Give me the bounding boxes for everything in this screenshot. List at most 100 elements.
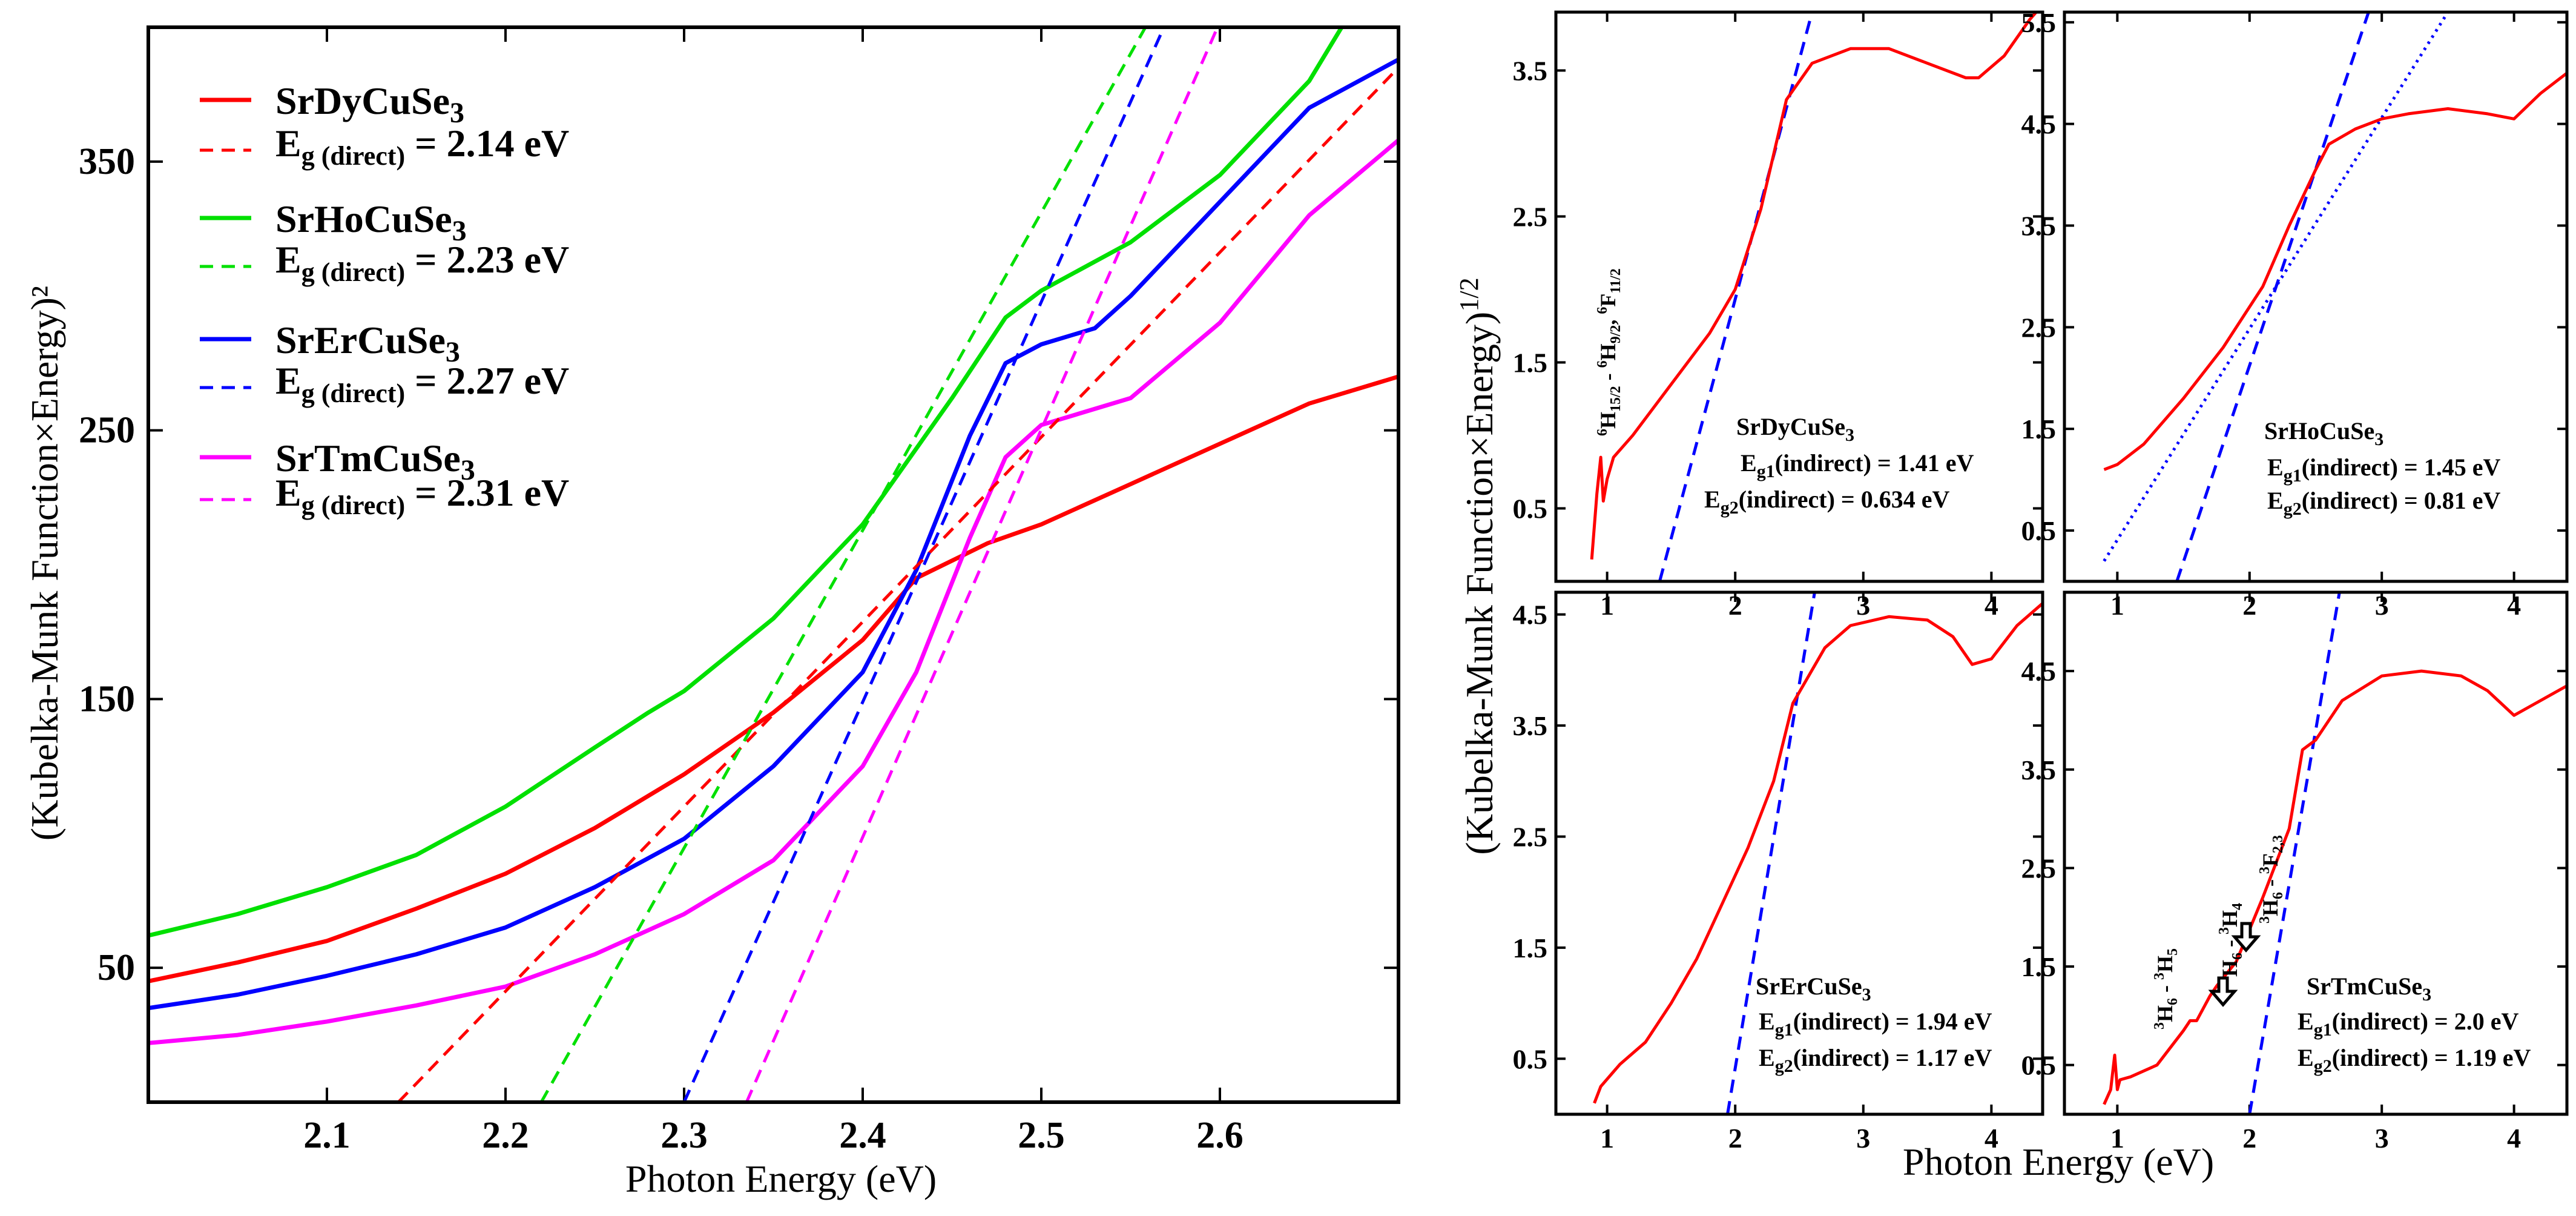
fit-line-0	[1658, 12, 1814, 581]
panel-b-eg1: Eg1(indirect) = 1.45 eV	[2267, 454, 2500, 486]
y-tick-label: 50	[97, 947, 135, 988]
x-tick-label: 2.4	[839, 1115, 886, 1156]
x-tick-label: 2.1	[303, 1115, 351, 1156]
main-chart: 2.1 2.2 2.3 2.4 2.5 2.6 50 150 250 350 (Kubelka-M…	[23, 25, 1400, 1200]
arrow-down-icon	[2231, 922, 2261, 953]
x-tick-label: 1	[2110, 1123, 2124, 1154]
main-plot-frame	[147, 25, 1400, 1104]
panel-c-eg1: Eg1(indirect) = 1.94 eV	[1759, 1008, 1992, 1040]
legend-label-ho: SrHoCuSe3	[275, 197, 467, 247]
legend-entry-tm: SrTmCuSe3 Eg (direct) = 2.31 eV	[200, 437, 569, 520]
panel-srhocuse3: 1 2 3 4 0.5 1.5 2.5 3.5 4.5 5.5 SrHoCuSe3 Eg1(ind…	[2021, 7, 2569, 621]
y-tick-label: 4.5	[1513, 600, 1548, 630]
x-tick-label: 2	[1728, 590, 1742, 621]
panel-a-eg2: Eg2(indirect) = 0.634 eV	[1704, 486, 1949, 518]
absorption-curve	[1593, 602, 2044, 1104]
x-tick-label: 2	[2242, 1123, 2256, 1154]
y-tick-label: 250	[79, 410, 135, 451]
panel-b-frame	[2063, 10, 2569, 583]
series-line-3	[148, 138, 1398, 1045]
x-tick-label: 2.2	[482, 1115, 529, 1156]
panel-srercuse3: 1 2 3 4 0.5 1.5 2.5 3.5 4.5 SrErCuSe3 Eg1(indire…	[1513, 590, 2044, 1154]
y-tick-label: 4.5	[2021, 656, 2057, 687]
panel-b-curves	[2103, 12, 2567, 581]
absorption-curve	[2103, 669, 2567, 1105]
series-line-1	[148, 27, 1345, 938]
y-tick-label: 150	[79, 678, 135, 719]
panel-d-eg1: Eg1(indirect) = 2.0 eV	[2298, 1008, 2518, 1040]
fit-line-0	[1726, 592, 1816, 1114]
y-tick-label: 2.5	[1513, 821, 1548, 852]
y-tick-label: 3.5	[2021, 755, 2057, 785]
legend-entry-er: SrErCuSe3 Eg (direct) = 2.27 eV	[200, 319, 569, 408]
fit-line-0	[2175, 12, 2370, 581]
x-tick-label: 4	[1985, 1123, 1998, 1154]
legend-entry-ho: SrHoCuSe3 Eg (direct) = 2.23 eV	[200, 197, 569, 287]
x-tick-label: 4	[2507, 590, 2521, 621]
x-tick-label: 2	[1728, 1123, 1742, 1154]
panel-d-compound: SrTmCuSe3	[2307, 973, 2431, 1005]
y-tick-label: 350	[79, 141, 135, 182]
arrow-down-icon	[2208, 976, 2238, 1007]
main-ticks: 2.1 2.2 2.3 2.4 2.5 2.6 50 150 250 350	[79, 27, 1398, 1156]
series-line-5	[539, 27, 1147, 1102]
y-tick-label: 0.5	[2021, 515, 2057, 546]
legend-eg-er: Eg (direct) = 2.27 eV	[275, 359, 569, 408]
x-tick-label: 2	[2242, 590, 2256, 621]
legend-label-tm: SrTmCuSe3	[275, 437, 475, 486]
series-line-6	[682, 27, 1166, 1102]
absorption-curve	[2103, 71, 2567, 471]
panel-c-curves	[1593, 592, 2044, 1114]
y-tick-label: 1.5	[2021, 951, 2057, 982]
panel-d-curves	[2103, 592, 2567, 1114]
fit-line-0	[2248, 592, 2341, 1114]
panel-c-compound: SrErCuSe3	[1756, 973, 1871, 1005]
series-line-7	[745, 27, 1219, 1102]
y-tick-label: 1.5	[2021, 414, 2057, 444]
x-tick-label: 2.3	[660, 1115, 708, 1156]
right-ylabel: (Kubelka-Munk Function×Energy)1/2	[1454, 277, 1501, 854]
x-tick-label: 2.5	[1018, 1115, 1065, 1156]
legend-label-er: SrErCuSe3	[275, 319, 460, 368]
y-tick-label: 2.5	[2021, 312, 2057, 343]
panel-a-compound: SrDyCuSe3	[1736, 413, 1854, 445]
x-tick-label: 3	[2375, 590, 2389, 621]
panel-d-eg2: Eg2(indirect) = 1.19 eV	[2298, 1044, 2531, 1076]
legend-entry-dy: SrDyCuSe3 Eg (direct) = 2.14 eV	[200, 79, 569, 171]
main-xlabel: Photon Energy (eV)	[625, 1157, 937, 1200]
panel-a-frame	[1554, 10, 2044, 583]
x-tick-label: 2.6	[1196, 1115, 1244, 1156]
legend-eg-tm: Eg (direct) = 2.31 eV	[275, 471, 569, 520]
y-tick-label: 3.5	[1513, 55, 1548, 86]
y-tick-label: 1.5	[1513, 933, 1548, 963]
series-line-2	[148, 58, 1398, 1011]
y-tick-label: 0.5	[1513, 493, 1548, 524]
main-series	[148, 27, 1398, 1102]
y-tick-label: 5.5	[2021, 7, 2057, 38]
x-tick-label: 1	[2110, 590, 2124, 621]
main-ylabel: (Kubelka-Munk Function×Energy)²	[23, 286, 66, 841]
main-legend: SrDyCuSe3 Eg (direct) = 2.14 eV SrHoCuSe…	[200, 79, 569, 520]
panel-d-ticks: 1 2 3 4 0.5 1.5 2.5 3.5 4.5	[2021, 592, 2567, 1154]
y-tick-label: 0.5	[2021, 1050, 2057, 1081]
fit-line-1	[2103, 12, 2449, 562]
legend-label-dy: SrDyCuSe3	[275, 79, 464, 129]
panel-c-eg2: Eg2(indirect) = 1.17 eV	[1759, 1044, 1992, 1076]
panel-d-transition-1: 3H6 - 3H5	[2152, 948, 2181, 1029]
x-tick-label: 1	[1600, 1123, 1614, 1154]
x-tick-label: 4	[1985, 590, 1998, 621]
panel-a-curves	[1590, 12, 2038, 581]
y-tick-label: 3.5	[1513, 710, 1548, 741]
x-tick-label: 3	[2375, 1123, 2389, 1154]
panel-a-transition: 6H15/2 - 6H9/2, 6F11/2	[1595, 268, 1624, 436]
y-tick-label: 2.5	[2021, 853, 2057, 884]
right-xlabel: Photon Energy (eV)	[1903, 1140, 2214, 1183]
x-tick-label: 1	[1600, 590, 1614, 621]
panel-d-transition-3: 3H6 - 3F2,3	[2257, 835, 2286, 924]
series-line-4	[397, 66, 1398, 1102]
y-tick-label: 4.5	[2021, 109, 2057, 140]
panel-a-eg1: Eg1(indirect) = 1.41 eV	[1741, 449, 1974, 481]
absorption-curve	[1590, 12, 2038, 560]
panel-srtmcuse3: 1 2 3 4 0.5 1.5 2.5 3.5 4.5 SrTmCuSe3 Eg1(indire…	[2021, 590, 2569, 1154]
x-tick-label: 3	[1856, 1123, 1870, 1154]
